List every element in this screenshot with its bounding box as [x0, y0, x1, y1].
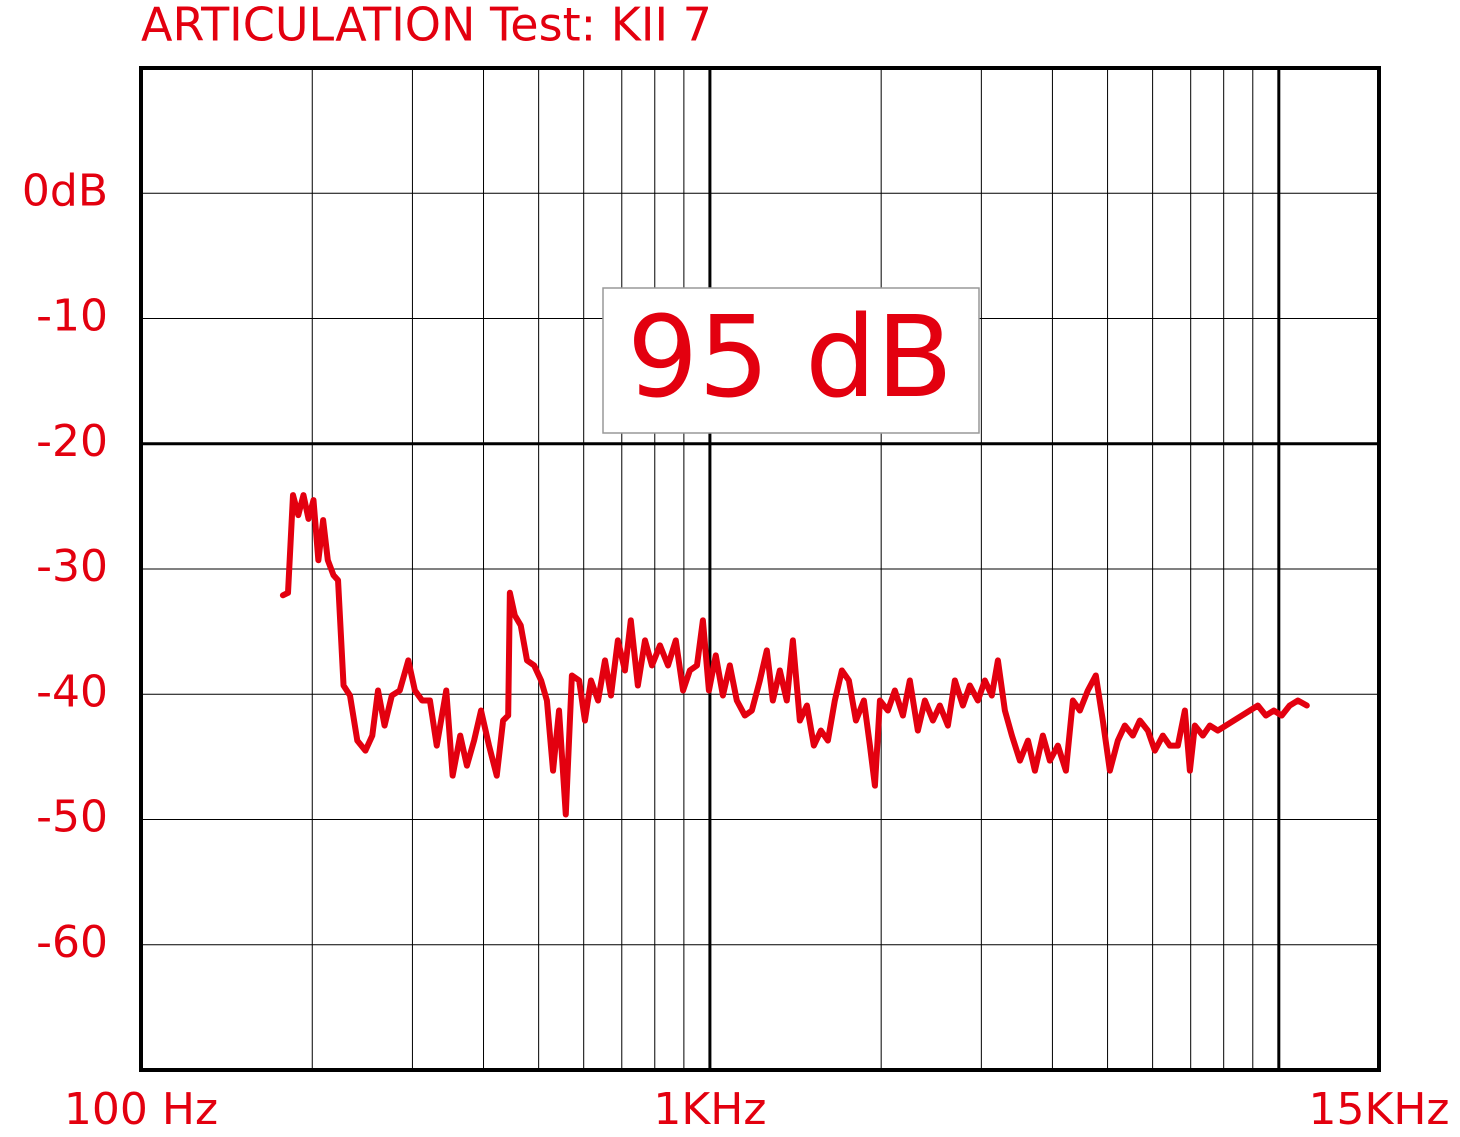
grid	[141, 68, 1379, 1070]
y-tick-label: -20	[36, 416, 108, 467]
annotation-box: 95 dB	[602, 287, 980, 434]
plot-frame	[139, 66, 1381, 1072]
y-tick-label: -30	[36, 541, 108, 592]
data-line	[279, 492, 1310, 818]
x-tick-label: 1KHz	[653, 1084, 766, 1135]
tick-labels: 100 Hz 1KHz 15KHz 0dB -10 -20 -30 -40 -50 -60	[22, 165, 1450, 1135]
plot	[279, 492, 1310, 818]
x-tick-label: 15KHz	[1308, 1084, 1449, 1135]
y-tick-label: 0dB	[22, 165, 108, 216]
annotation-frame	[602, 287, 980, 434]
x-tick-label: 100 Hz	[64, 1084, 218, 1135]
y-tick-label: -60	[36, 917, 108, 968]
chart-title: ARTICULATION Test: KII 7	[141, 0, 712, 52]
annotation: 95 dB	[627, 293, 953, 423]
y-tick-label: -50	[36, 792, 108, 843]
y-tick-label: -40	[36, 666, 108, 717]
y-tick-label: -10	[36, 291, 108, 342]
